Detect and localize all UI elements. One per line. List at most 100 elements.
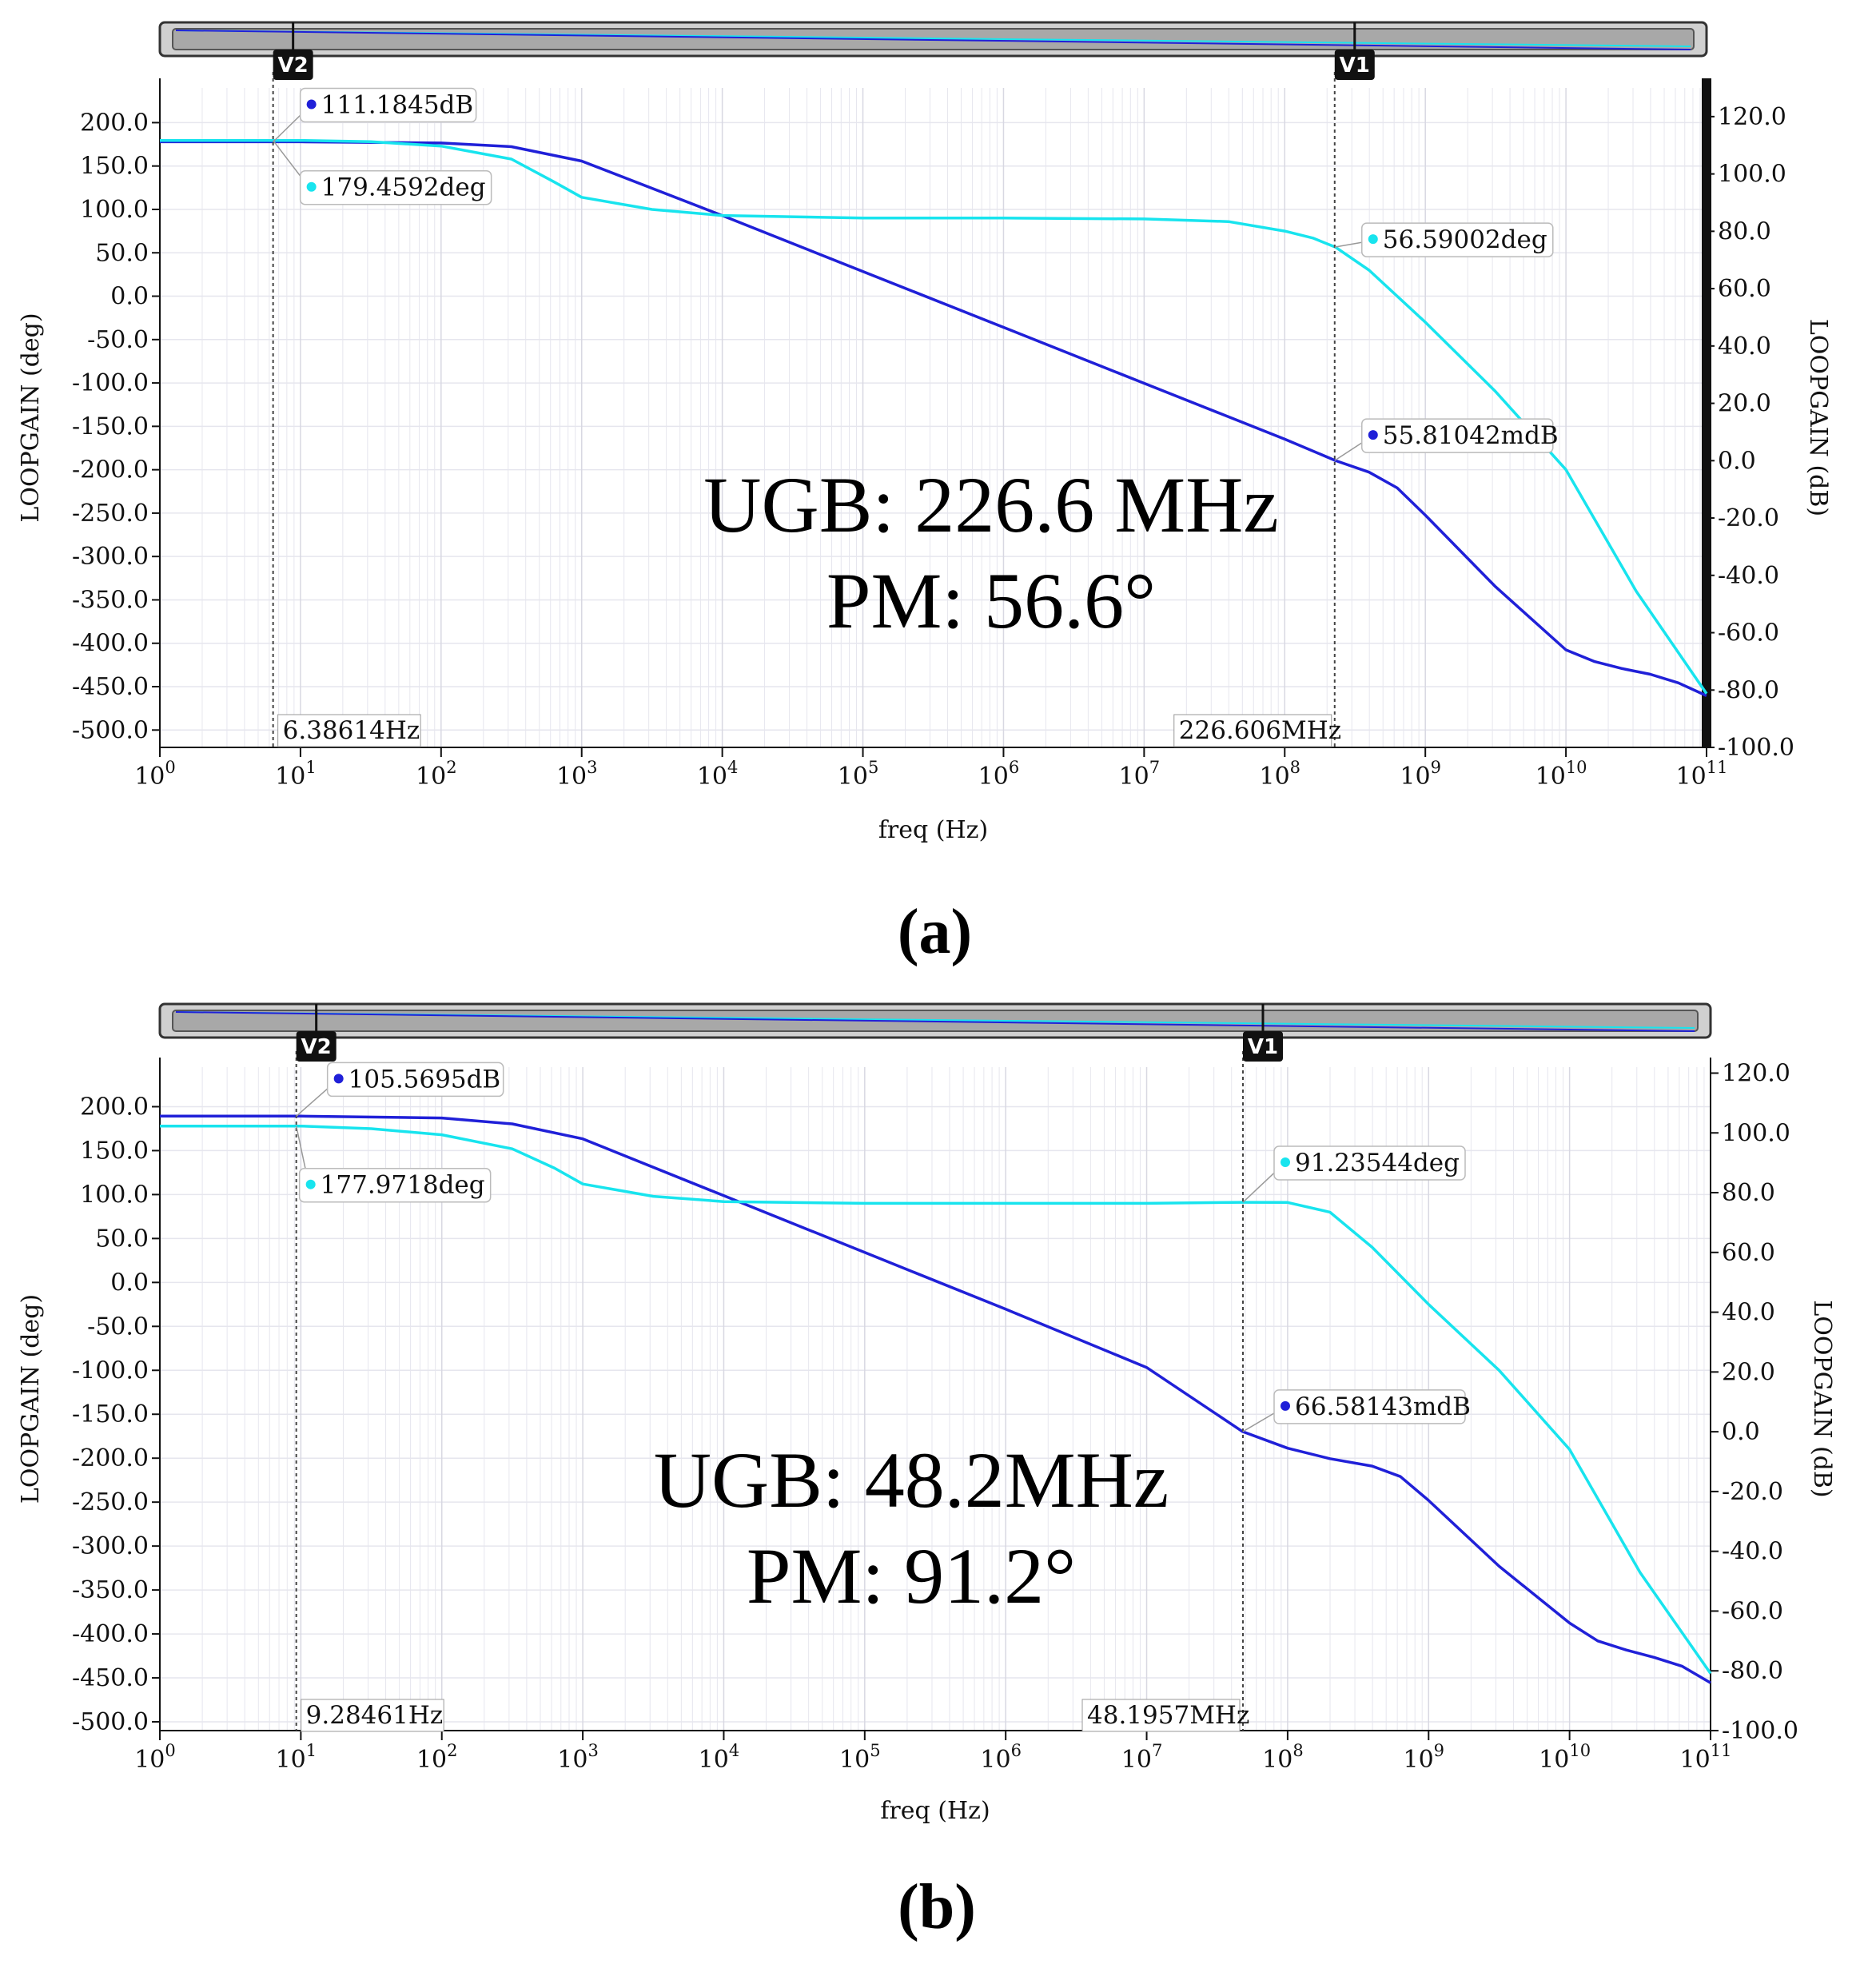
y-left-tick-label: -250.0	[72, 500, 149, 528]
x-tick-base: 10	[556, 763, 587, 791]
x-tick-exponent: 4	[727, 758, 738, 777]
x-tick-exponent: 8	[1292, 1741, 1303, 1760]
marker-label-box[interactable]	[299, 87, 477, 123]
cursor-freq-box	[1173, 714, 1332, 747]
y-left-tick-label: -450.0	[72, 673, 149, 701]
overview-scrollbar[interactable]	[158, 21, 1708, 58]
y-left-tick-label: -50.0	[87, 1313, 149, 1341]
y-left-tick-label: -100.0	[72, 1357, 149, 1384]
cursor-tag-v1[interactable]	[1243, 1031, 1284, 1062]
x-tick-exponent: 3	[587, 1741, 598, 1760]
y-left-tick-label: -400.0	[72, 630, 149, 658]
cursor-tag-v1[interactable]	[1334, 50, 1375, 80]
x-tick-base: 10	[1680, 1746, 1711, 1774]
x-tick-label: 105	[839, 1741, 881, 1774]
y-right-axis-label: LOOPGAIN (dB)	[1804, 319, 1832, 516]
y-left-tick-label: 200.0	[80, 1093, 149, 1121]
y-left-axis-label: LOOPGAIN (deg)	[17, 313, 45, 522]
x-tick-exponent: 7	[1152, 1741, 1162, 1760]
cursor-tag-label: V1	[1340, 54, 1370, 78]
x-tick-base: 10	[1403, 1746, 1433, 1774]
cursor-tag-label: V2	[278, 54, 309, 78]
cursor-tag-label: V2	[301, 1035, 332, 1059]
x-tick-base: 10	[1259, 763, 1289, 791]
ugb-annotation: UGB: 48.2MHz	[654, 1436, 1169, 1524]
x-tick-label: 104	[697, 758, 739, 791]
cursor-freq-label: 6.38614Hz	[283, 716, 420, 745]
cursor-tag-v2[interactable]	[273, 50, 313, 80]
x-tick-label: 109	[1400, 758, 1441, 791]
y-left-tick-label: -200.0	[72, 1444, 149, 1472]
y-left-tick-label: -350.0	[72, 586, 149, 614]
x-tick-exponent: 11	[1711, 1741, 1732, 1760]
overview-scrollbar[interactable]	[158, 1002, 1712, 1039]
x-tick-label: 1010	[1535, 758, 1587, 791]
x-tick-base: 10	[697, 763, 727, 791]
x-tick-label: 107	[1119, 758, 1161, 791]
y-right-tick-label: -80.0	[1718, 676, 1779, 704]
x-tick-label: 105	[838, 758, 879, 791]
ugb-annotation: UGB: 226.6 MHz	[703, 460, 1278, 549]
x-tick-base: 10	[1121, 1746, 1152, 1774]
y-right-tick-label: 20.0	[1718, 390, 1771, 418]
y-left-tick-label: -300.0	[72, 543, 149, 571]
marker-label-box[interactable]	[1273, 1389, 1466, 1424]
x-tick-base: 10	[275, 763, 305, 791]
x-tick-label: 108	[1262, 1741, 1304, 1774]
x-tick-base: 10	[1535, 763, 1566, 791]
marker-label-box[interactable]	[1361, 418, 1554, 453]
y-right-tick-label: 100.0	[1718, 161, 1786, 189]
x-tick-label: 103	[557, 1741, 599, 1774]
y-right-tick-label: 40.0	[1722, 1299, 1775, 1327]
y-left-tick-label: 100.0	[80, 1181, 149, 1209]
y-right-tick-label: -60.0	[1718, 619, 1779, 647]
y-right-tick-label: -80.0	[1722, 1657, 1783, 1685]
y-left-tick-label: -250.0	[72, 1488, 149, 1516]
cursor-tag-label: V1	[1248, 1035, 1278, 1059]
marker-label-box[interactable]	[299, 169, 492, 205]
y-right-tick-label: 60.0	[1722, 1239, 1775, 1267]
y-left-tick-label: 150.0	[80, 1137, 149, 1165]
cursor-freq-box	[1081, 1699, 1241, 1732]
x-tick-exponent: 3	[587, 758, 597, 777]
marker-label-box[interactable]	[298, 1167, 492, 1203]
x-tick-exponent: 6	[1009, 758, 1019, 777]
x-tick-exponent: 2	[446, 758, 456, 777]
x-tick-label: 104	[699, 1741, 740, 1774]
x-tick-exponent: 1	[306, 1741, 317, 1760]
x-tick-label: 100	[134, 1741, 176, 1774]
y-left-tick-label: -500.0	[72, 716, 149, 744]
y-left-tick-label: -100.0	[72, 369, 149, 397]
y-right-tick-label: 40.0	[1718, 333, 1771, 361]
y-left-tick-label: -150.0	[72, 412, 149, 440]
marker-label: 55.81042mdB	[1383, 421, 1559, 450]
x-tick-exponent: 7	[1149, 758, 1160, 777]
cursor-freq-box	[277, 714, 421, 747]
y-right-tick-label: 60.0	[1718, 275, 1771, 303]
x-tick-label: 108	[1259, 758, 1300, 791]
marker-dot	[306, 181, 317, 192]
y-left-axis-label: LOOPGAIN (deg)	[17, 1294, 45, 1504]
y-right-tick-label: -20.0	[1718, 504, 1779, 532]
y-right-tick-label: -40.0	[1718, 562, 1779, 590]
cursor-tag-v2[interactable]	[296, 1031, 337, 1062]
y-right-tick-label: 80.0	[1718, 217, 1771, 245]
y-left-tick-label: 0.0	[110, 1269, 149, 1297]
marker-label-box[interactable]	[1361, 222, 1554, 257]
y-left-tick-label: 0.0	[110, 283, 149, 311]
y-left-tick-label: -200.0	[72, 456, 149, 484]
x-tick-base: 10	[838, 763, 868, 791]
marker-label-box[interactable]	[326, 1062, 504, 1098]
x-tick-base: 10	[978, 763, 1009, 791]
y-left-tick-label: 150.0	[80, 153, 149, 181]
y-left-tick-label: -300.0	[72, 1532, 149, 1560]
x-tick-base: 10	[557, 1746, 587, 1774]
y-left-tick-label: -450.0	[72, 1664, 149, 1692]
x-tick-label: 102	[416, 1741, 458, 1774]
y-left-tick-label: -350.0	[72, 1576, 149, 1604]
x-tick-base: 10	[980, 1746, 1010, 1774]
x-tick-label: 109	[1403, 1741, 1444, 1774]
marker-label-box[interactable]	[1273, 1145, 1466, 1181]
cursor-freq-label: 9.28461Hz	[306, 1701, 444, 1730]
y-right-tick-label: 100.0	[1722, 1119, 1790, 1147]
